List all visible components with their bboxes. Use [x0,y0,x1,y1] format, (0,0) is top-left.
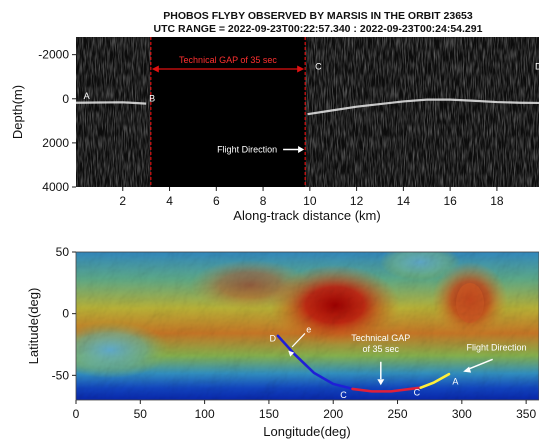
map-frame [75,251,539,401]
radargram-y-tick-label: 2000 [42,136,69,150]
map-point-labels: De C C A [270,325,459,400]
map-x-tick-label: 150 [259,407,279,421]
radargram-x-tick-label: 14 [397,194,411,208]
map-x-tick-label: 0 [73,407,80,421]
map-plot-area: Technical GAP of 35 sec Flight Direction… [76,252,539,400]
radargram-axes: 2 4 6 8 10 12 14 16 18 -2000 0 2000 4000 [38,48,504,208]
radargram-x-tick-label: 8 [260,194,267,208]
gap-arrowhead-right [297,65,305,73]
radargram-x-tick-label: 16 [443,194,457,208]
map-point-label: D [270,333,277,343]
radargram-plot-area: Technical GAP of 35 sec Flight Direction… [76,37,539,187]
map-gap-label: Technical GAP [351,333,410,343]
radargram-point-label: A [84,91,90,101]
map-gap-arrowhead [377,379,385,386]
map-y-tick-label: -50 [52,368,70,382]
radargram-point-label: D [535,61,539,71]
map-flight-direction-arrowhead [463,366,472,373]
radargram-y-tick-label: 0 [62,92,69,106]
chart-subtitle: UTC RANGE = 2022-09-23T00:22:57.340 : 20… [154,23,483,35]
map-x-tick-label: 200 [323,407,343,421]
map-gap-label-line2: of 35 sec [363,344,400,354]
ground-track-segment [419,372,451,389]
map-x-tick-label: 300 [452,407,472,421]
map-flight-direction-label: Flight Direction [467,343,527,353]
radargram-x-tick-label: 2 [119,194,126,208]
flight-direction-arrowhead [298,146,305,153]
surface-echo-line [76,98,539,116]
map-x-tick-label: 250 [388,407,408,421]
radargram-y-label: Depth(m) [10,85,25,139]
radargram-noise [76,37,539,187]
map-x-tick-label: 100 [195,407,215,421]
gap-arrowhead-left [151,65,159,73]
map-y-tick-label: 0 [62,307,69,321]
map-point-label: e [306,325,311,335]
map-point-label: C [340,390,347,400]
radargram-x-tick-label: 4 [166,194,173,208]
gap-label: Technical GAP of 35 sec [179,55,277,65]
map-flight-direction-arrow [467,358,493,370]
map-e-arrowhead [288,350,295,357]
map-point-label: A [452,377,458,387]
radargram-y-tick-label: -2000 [38,48,69,62]
radargram-x-tick-label: 10 [303,194,317,208]
map-y-label: Latitude(deg) [26,288,41,365]
radargram-point-label: B [149,93,155,103]
radargram-point-labels: A B C D [84,61,539,103]
radargram-x-tick-label: 18 [490,194,504,208]
ground-track-segment [351,386,422,393]
radargram-x-tick-label: 12 [350,194,364,208]
map-y-tick-label: 50 [56,245,70,259]
map-point-label: C [414,388,421,398]
chart-title: PHOBOS FLYBY OBSERVED BY MARSIS IN THE O… [163,10,473,22]
radargram-point-label: C [315,61,322,71]
radargram-x-label: Along-track distance (km) [233,208,380,223]
map-axes: 0 50 100 150 200 250 300 350 -50 0 50 [52,245,539,421]
map-x-label: Longitude(deg) [263,424,350,439]
map-e-arrow [291,332,306,348]
map-x-tick-label: 350 [516,407,536,421]
ground-track [276,334,451,393]
ground-track-segment [276,334,354,391]
radargram-x-tick-label: 6 [213,194,220,208]
flight-direction-label: Flight Direction [217,145,277,155]
map-relief-shading [76,252,539,400]
radargram-gap-region [150,37,306,187]
radargram-y-tick-label: 4000 [42,180,69,194]
map-x-tick-label: 50 [134,407,148,421]
